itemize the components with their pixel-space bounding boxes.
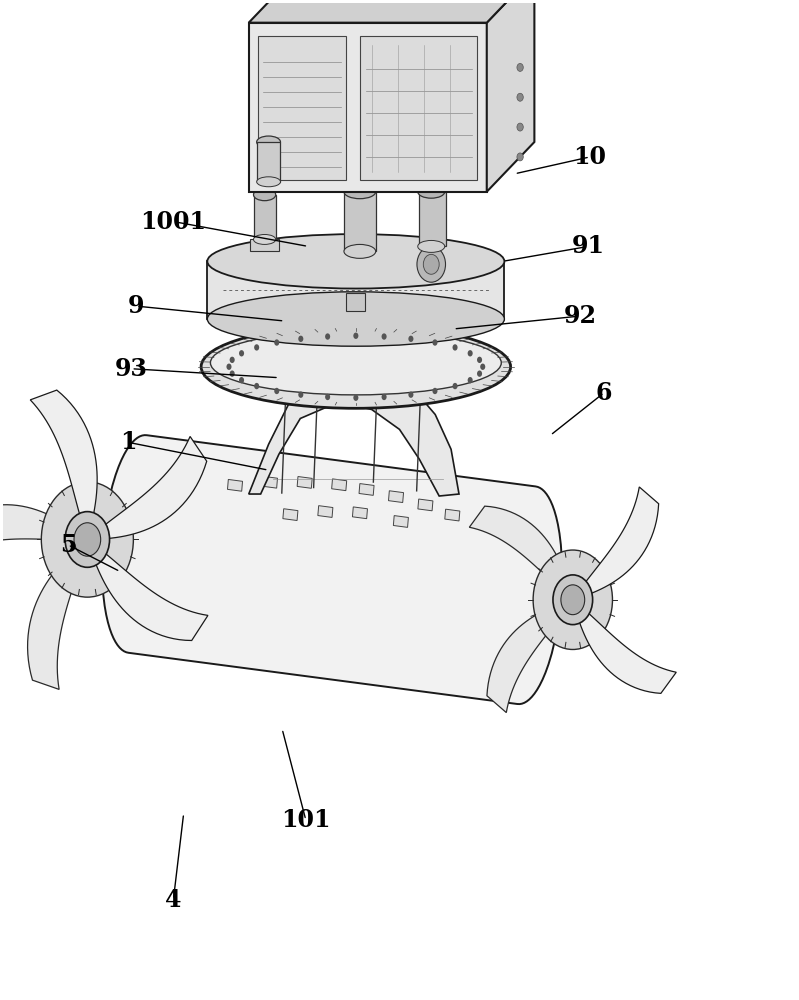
Polygon shape	[359, 484, 374, 495]
Polygon shape	[573, 487, 658, 600]
Circle shape	[353, 395, 359, 401]
Polygon shape	[332, 479, 347, 491]
Polygon shape	[418, 499, 433, 511]
Bar	[250, 239, 279, 251]
Ellipse shape	[256, 177, 280, 187]
Circle shape	[42, 482, 133, 597]
Polygon shape	[573, 600, 676, 693]
Circle shape	[353, 333, 359, 339]
Circle shape	[517, 153, 523, 161]
Circle shape	[452, 383, 458, 389]
Ellipse shape	[344, 244, 376, 258]
Text: 93: 93	[115, 357, 148, 381]
Polygon shape	[30, 390, 97, 539]
Circle shape	[417, 246, 446, 282]
Text: 91: 91	[572, 234, 605, 258]
Text: 10: 10	[574, 145, 606, 169]
Circle shape	[408, 391, 413, 398]
Ellipse shape	[253, 189, 276, 201]
Circle shape	[298, 336, 304, 342]
Bar	[256, 142, 280, 182]
Text: 6: 6	[596, 381, 613, 405]
Ellipse shape	[207, 292, 504, 346]
Circle shape	[239, 377, 244, 383]
Circle shape	[533, 550, 613, 649]
Ellipse shape	[418, 240, 445, 252]
Circle shape	[553, 575, 593, 625]
Bar	[419, 192, 446, 246]
Bar	[207, 261, 504, 319]
Polygon shape	[469, 506, 573, 600]
Ellipse shape	[418, 185, 445, 198]
Polygon shape	[248, 0, 535, 23]
Polygon shape	[297, 477, 312, 488]
Text: 1: 1	[120, 430, 137, 454]
Polygon shape	[87, 436, 207, 539]
Bar	[248, 23, 487, 192]
Polygon shape	[388, 491, 403, 503]
Ellipse shape	[253, 234, 276, 244]
Circle shape	[477, 357, 482, 363]
Polygon shape	[393, 516, 408, 527]
Text: 92: 92	[564, 304, 597, 328]
Circle shape	[477, 370, 482, 377]
Polygon shape	[445, 509, 460, 521]
Text: 9: 9	[128, 294, 145, 318]
Circle shape	[66, 512, 109, 567]
Circle shape	[325, 333, 330, 340]
Circle shape	[229, 370, 235, 377]
Polygon shape	[28, 539, 87, 689]
Bar	[344, 192, 376, 251]
Circle shape	[432, 388, 438, 394]
Polygon shape	[262, 476, 277, 488]
Bar	[258, 36, 345, 180]
Circle shape	[226, 364, 232, 370]
Polygon shape	[283, 509, 298, 521]
Ellipse shape	[210, 331, 501, 395]
Polygon shape	[487, 600, 573, 713]
Text: 4: 4	[165, 888, 181, 912]
Circle shape	[274, 388, 280, 394]
Circle shape	[452, 344, 458, 351]
Circle shape	[432, 339, 438, 346]
Circle shape	[423, 254, 439, 274]
Polygon shape	[87, 539, 208, 640]
Circle shape	[229, 357, 235, 363]
Circle shape	[74, 523, 101, 556]
Circle shape	[325, 394, 330, 400]
Polygon shape	[0, 505, 87, 556]
Circle shape	[382, 333, 387, 340]
Polygon shape	[248, 375, 459, 496]
Circle shape	[382, 394, 387, 400]
Text: 1001: 1001	[141, 210, 206, 234]
Ellipse shape	[256, 136, 280, 148]
Circle shape	[408, 336, 413, 342]
Bar	[253, 195, 276, 239]
Polygon shape	[228, 479, 243, 491]
Circle shape	[274, 339, 280, 346]
Circle shape	[517, 93, 523, 101]
Circle shape	[239, 350, 244, 356]
Circle shape	[467, 377, 473, 383]
Polygon shape	[352, 507, 368, 519]
Polygon shape	[102, 435, 562, 704]
Circle shape	[254, 383, 259, 389]
Circle shape	[467, 350, 473, 356]
Polygon shape	[318, 506, 333, 517]
Circle shape	[254, 344, 259, 351]
Bar	[346, 293, 365, 311]
Circle shape	[517, 123, 523, 131]
Text: 5: 5	[60, 533, 76, 557]
Circle shape	[298, 391, 304, 398]
Polygon shape	[487, 0, 535, 192]
Text: 101: 101	[281, 808, 331, 832]
Ellipse shape	[201, 325, 511, 408]
Circle shape	[517, 63, 523, 71]
Circle shape	[561, 585, 585, 615]
Bar	[360, 36, 477, 180]
Ellipse shape	[207, 234, 504, 289]
Circle shape	[480, 364, 485, 370]
Ellipse shape	[344, 185, 376, 199]
